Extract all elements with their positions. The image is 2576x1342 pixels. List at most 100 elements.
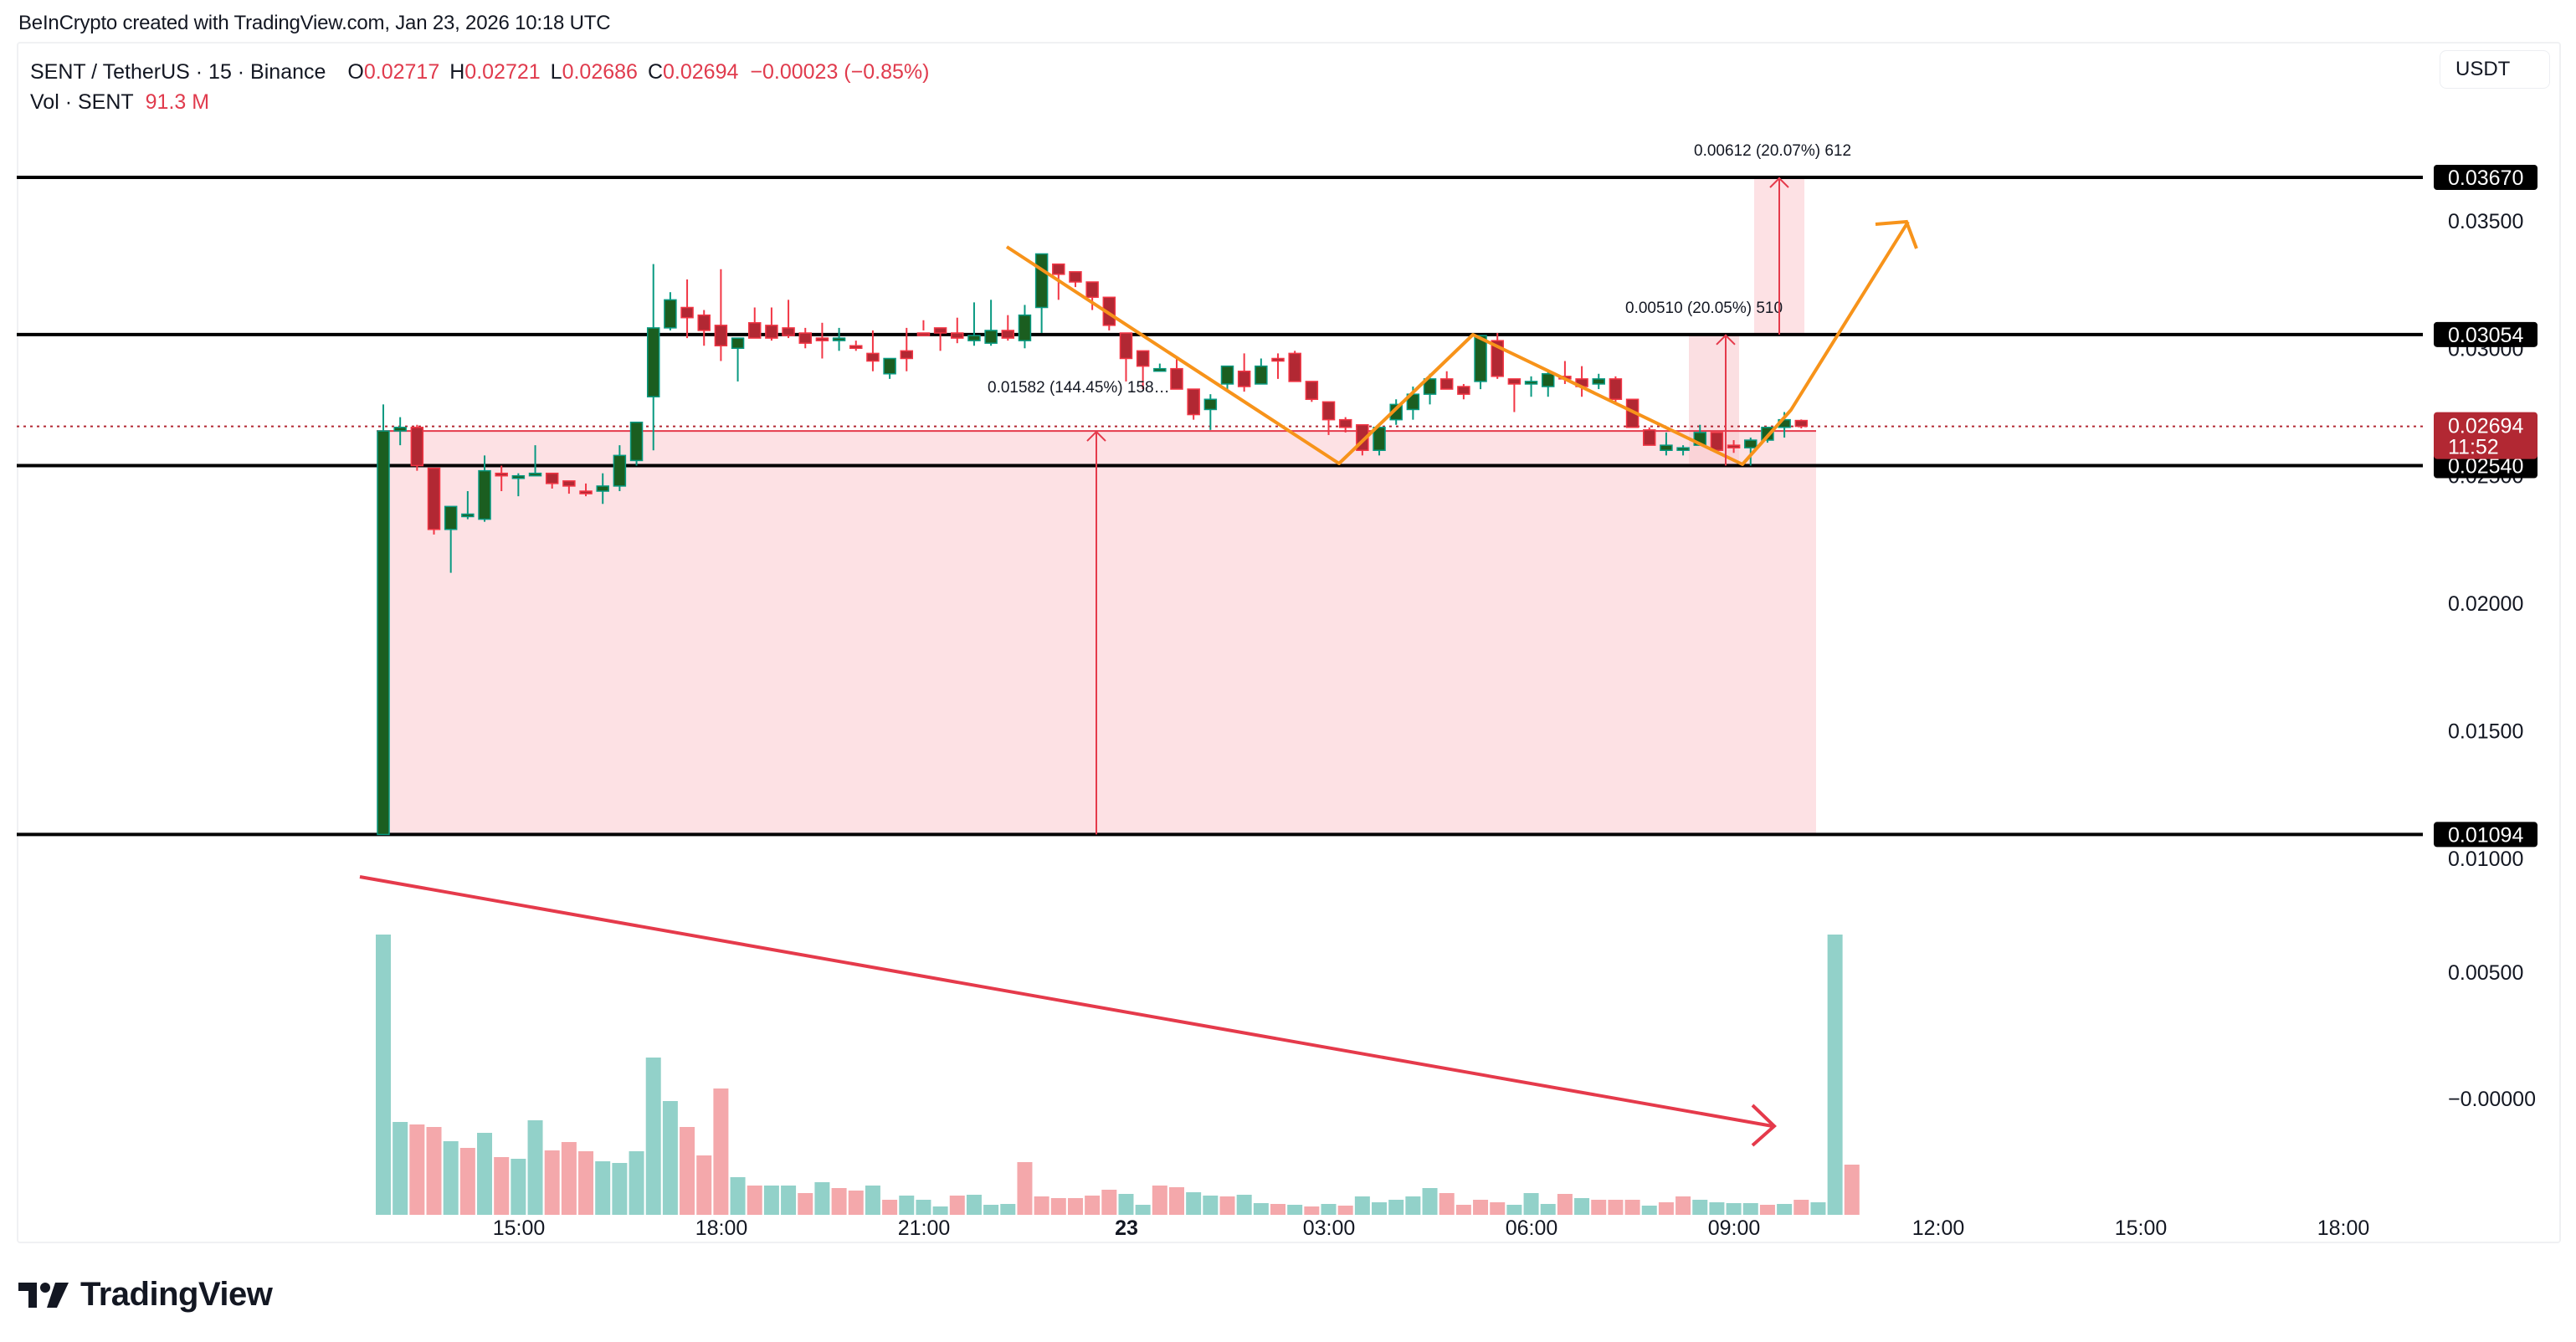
volume-bar — [680, 1127, 695, 1215]
candle — [377, 404, 390, 836]
candle-body — [664, 299, 677, 329]
candle-body — [1474, 335, 1487, 382]
candle — [680, 279, 694, 339]
volume-bar — [1827, 935, 1843, 1215]
candle — [815, 322, 829, 359]
volume-bar — [1135, 1205, 1151, 1215]
candle-body — [1305, 381, 1319, 401]
candle-body — [1423, 378, 1437, 395]
time-axis[interactable]: 15:00 18:00 21:00 23 03:00 06:00 09:00 12:00 15:… — [493, 1217, 2370, 1240]
candle-body — [1592, 378, 1605, 385]
candle — [1187, 388, 1200, 420]
close-label: C — [647, 60, 664, 84]
candle — [967, 302, 981, 346]
high-label: H — [449, 60, 465, 84]
volume-bar — [561, 1142, 577, 1215]
volume-bar — [1270, 1204, 1286, 1215]
tradingview-logo[interactable]: TradingView — [18, 1276, 273, 1314]
measure-arrowhead — [1716, 334, 1736, 346]
candle-body — [714, 325, 728, 346]
time-tick: 15:00 — [2115, 1217, 2168, 1240]
price-tag — [2434, 453, 2538, 479]
volume-bar — [1118, 1194, 1134, 1215]
candle — [849, 341, 863, 351]
candle — [1220, 365, 1234, 392]
candle — [511, 473, 526, 497]
volume-bar — [1168, 1187, 1184, 1215]
symbol-title[interactable]: SENT / TetherUS · 15 · Binance — [30, 60, 326, 84]
candle-body — [1676, 447, 1690, 451]
volume-bar — [763, 1186, 779, 1215]
volume-bar — [1337, 1206, 1353, 1215]
candle-body — [1119, 332, 1133, 360]
volume-bar — [1186, 1192, 1202, 1215]
candle — [714, 269, 728, 361]
candle — [393, 417, 407, 446]
candle-body — [444, 505, 458, 530]
measure-label: 0.00510 (20.05%) 510 — [1625, 300, 1783, 317]
candle — [951, 317, 964, 344]
candle — [1321, 401, 1336, 435]
candle — [478, 455, 491, 522]
volume-bar — [544, 1150, 560, 1215]
volume-trendline — [359, 875, 1773, 1128]
volume-bar — [1372, 1202, 1388, 1215]
volume-bar — [1219, 1196, 1235, 1215]
volume-bar — [1608, 1200, 1624, 1215]
candle-body — [1153, 367, 1167, 372]
candle — [1457, 383, 1470, 400]
candle — [1338, 417, 1352, 433]
volume-bar — [1034, 1196, 1049, 1215]
volume-bar — [1473, 1200, 1489, 1215]
price-tag — [2434, 321, 2538, 347]
volume-bar — [1658, 1202, 1674, 1215]
candle-body — [1018, 314, 1032, 341]
low-value: 0.02686 — [562, 60, 638, 84]
candle-body — [596, 485, 609, 492]
volume-bar — [511, 1159, 526, 1215]
price-tick: −0.00000 — [2448, 1088, 2536, 1111]
candle-body — [1524, 381, 1538, 385]
volume-bar — [595, 1161, 611, 1215]
candle-body — [646, 327, 660, 397]
candle-body — [782, 327, 795, 336]
open-value: 0.02717 — [363, 60, 440, 84]
candle-body — [951, 332, 964, 339]
volume-bar — [696, 1155, 712, 1215]
currency-unit-button[interactable]: USDT — [2440, 50, 2550, 89]
price-change: −0.00023 (−0.85%) — [750, 60, 930, 84]
volume-bar — [376, 935, 391, 1215]
trend-drawings[interactable] — [359, 219, 1918, 1147]
candle-body — [1321, 401, 1336, 421]
volume-value: 91.3 M — [145, 90, 210, 114]
candle-body — [1744, 439, 1758, 448]
volume-bar — [1152, 1186, 1167, 1215]
candle-body — [579, 490, 593, 494]
candle — [1001, 315, 1015, 341]
symbol-legend: SENT / TetherUS · 15 · Binance O 0.02717 … — [30, 57, 929, 117]
candle — [579, 483, 593, 497]
volume-bar — [1726, 1203, 1742, 1215]
candle-body — [798, 332, 812, 344]
candle — [1609, 376, 1623, 405]
volume-bar — [1844, 1165, 1860, 1215]
candle-body — [866, 352, 880, 362]
candle — [1255, 358, 1268, 385]
candle-body — [1439, 378, 1454, 390]
volume-bar — [1085, 1196, 1101, 1215]
price-tick: 0.01500 — [2448, 720, 2523, 744]
candle — [1237, 353, 1251, 392]
candle-body — [1052, 263, 1065, 275]
volume-label[interactable]: Vol · SENT — [30, 90, 134, 114]
candle — [664, 292, 677, 330]
candle — [1136, 350, 1150, 390]
time-tick: 15:00 — [493, 1217, 546, 1240]
candle — [765, 307, 778, 341]
price-axis[interactable]: 0.035000.030000.025000.020000.015000.010… — [2434, 165, 2538, 1111]
candle — [613, 445, 627, 492]
candle-body — [900, 350, 914, 360]
chart-frame — [17, 42, 2561, 1243]
volume-bar — [578, 1151, 594, 1215]
candle — [1524, 376, 1538, 397]
